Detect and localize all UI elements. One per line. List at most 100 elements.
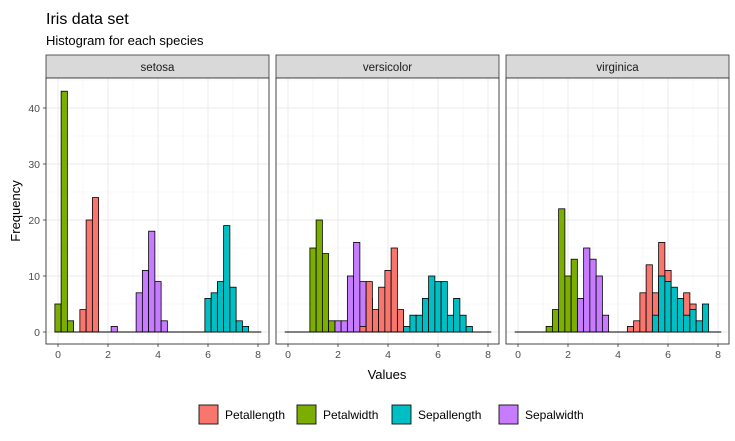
histogram-bar bbox=[658, 275, 666, 333]
histogram-bar bbox=[309, 247, 317, 333]
histogram-bar bbox=[148, 230, 156, 333]
chart-subtitle: Histogram for each species bbox=[46, 33, 204, 48]
facet-panel-versicolor: versicolor 0 2 4 6 8 bbox=[275, 54, 500, 361]
x-tick-label: 6 bbox=[665, 349, 671, 361]
histogram-bars bbox=[284, 219, 492, 333]
legend-label: Sepallength bbox=[418, 408, 481, 422]
y-axis: 0 10 20 30 40 bbox=[28, 103, 46, 339]
histogram-bar bbox=[670, 286, 678, 333]
histogram-bar bbox=[701, 303, 710, 333]
x-tick-label: 8 bbox=[485, 349, 491, 361]
histogram-bar bbox=[695, 320, 703, 333]
histogram-bar bbox=[110, 325, 118, 333]
facet-strip-label: versicolor bbox=[363, 62, 412, 74]
histogram-bar bbox=[601, 314, 610, 333]
histogram-bar bbox=[334, 320, 342, 333]
histogram-bar bbox=[434, 281, 442, 333]
legend-item-petallength: Petallength bbox=[198, 404, 285, 425]
x-tick-label: 0 bbox=[55, 349, 61, 361]
histogram-bar bbox=[689, 309, 697, 333]
y-tick-label: 30 bbox=[28, 159, 40, 171]
legend-swatch bbox=[498, 404, 519, 425]
x-axis: 0 2 4 6 8 bbox=[55, 344, 261, 361]
panel-border bbox=[275, 77, 500, 345]
histogram-bars bbox=[54, 90, 262, 333]
histogram-bar bbox=[60, 90, 68, 333]
series-sepallength bbox=[284, 275, 492, 333]
histogram-bar bbox=[428, 275, 436, 333]
x-tick-label: 6 bbox=[205, 349, 211, 361]
histogram-bar bbox=[676, 297, 685, 333]
facet-strip-label: setosa bbox=[141, 62, 175, 74]
facet-panel-virginica: virginica 0 2 4 6 8 bbox=[505, 54, 730, 361]
histogram-bar bbox=[321, 253, 330, 333]
legend-item-sepalwidth: Sepalwidth bbox=[498, 404, 584, 425]
y-tick-label: 40 bbox=[28, 103, 40, 115]
panel-border bbox=[505, 77, 730, 345]
histogram-bar bbox=[154, 281, 162, 333]
legend-item-petalwidth: Petalwidth bbox=[296, 404, 378, 425]
facet-strip-label: virginica bbox=[596, 62, 639, 74]
histogram-bar bbox=[384, 269, 392, 333]
legend-swatch bbox=[198, 404, 219, 425]
x-axis: 0 2 4 6 8 bbox=[515, 344, 721, 361]
panel-border bbox=[45, 77, 270, 345]
histogram-bar bbox=[570, 258, 578, 333]
histogram-bar bbox=[79, 309, 87, 333]
y-axis-title: Frequency bbox=[8, 180, 23, 242]
histogram-bar bbox=[415, 314, 423, 333]
x-axis-title: Values bbox=[368, 367, 407, 382]
histogram-bar bbox=[589, 258, 597, 333]
histogram-bar bbox=[365, 281, 373, 333]
y-tick-label: 20 bbox=[28, 215, 40, 227]
histogram-bar bbox=[551, 309, 560, 333]
x-tick-label: 0 bbox=[515, 349, 521, 361]
histogram-bar bbox=[409, 314, 417, 333]
histogram-bar bbox=[141, 269, 150, 333]
y-tick-label: 0 bbox=[34, 327, 40, 339]
histogram-bar bbox=[353, 241, 361, 333]
histogram-bar bbox=[328, 320, 336, 333]
histogram-bar bbox=[639, 292, 647, 333]
histogram-bar bbox=[683, 314, 691, 333]
legend-label: Sepalwidth bbox=[525, 408, 584, 422]
histogram-bar bbox=[595, 275, 603, 333]
histogram-bar bbox=[453, 297, 461, 333]
x-tick-label: 4 bbox=[155, 349, 161, 361]
legend-label: Petalwidth bbox=[323, 408, 378, 422]
histogram-bar bbox=[664, 281, 672, 333]
chart-title: Iris data set bbox=[46, 11, 129, 28]
y-tick-label: 10 bbox=[28, 271, 40, 283]
histogram-bar bbox=[633, 320, 641, 333]
histogram-bar bbox=[459, 314, 467, 333]
histogram-bar bbox=[371, 309, 380, 333]
histogram-bar bbox=[465, 325, 473, 333]
histogram-bar bbox=[403, 325, 411, 333]
histogram-bar bbox=[204, 297, 212, 333]
histogram-bar bbox=[235, 320, 243, 333]
series-sepallength bbox=[54, 225, 262, 333]
histogram-bar bbox=[545, 325, 553, 333]
histogram-bar bbox=[564, 275, 572, 333]
x-tick-label: 2 bbox=[105, 349, 111, 361]
histogram-bar bbox=[229, 286, 237, 333]
histogram-bar bbox=[440, 281, 448, 333]
x-tick-label: 4 bbox=[615, 349, 621, 361]
histogram-bar bbox=[645, 264, 653, 333]
histogram-bar bbox=[359, 325, 367, 333]
series-sepallength bbox=[514, 275, 722, 333]
histogram-bar bbox=[241, 325, 250, 333]
histogram-bar bbox=[160, 320, 168, 333]
histogram-bar bbox=[359, 281, 367, 333]
histogram-bar bbox=[54, 303, 62, 333]
histogram-bar bbox=[651, 314, 660, 333]
legend-swatch bbox=[391, 404, 412, 425]
x-tick-label: 4 bbox=[385, 349, 391, 361]
histogram-bar bbox=[340, 320, 348, 333]
x-tick-label: 2 bbox=[565, 349, 571, 361]
x-tick-label: 6 bbox=[435, 349, 441, 361]
histogram-bar bbox=[446, 314, 455, 333]
histogram-bar bbox=[421, 297, 430, 333]
histogram-bar bbox=[85, 219, 93, 333]
